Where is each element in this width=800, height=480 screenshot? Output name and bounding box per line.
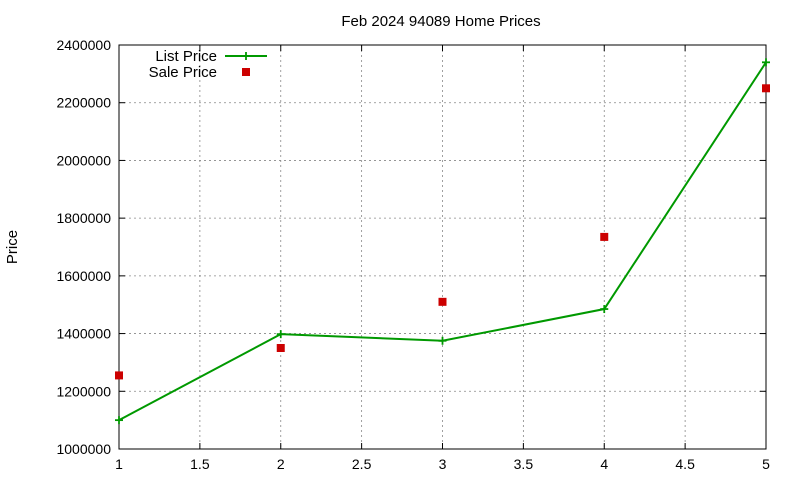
chart-title: Feb 2024 94089 Home Prices: [341, 13, 540, 30]
y-axis-title: Price: [4, 230, 21, 264]
legend-label-list-price: List Price: [155, 48, 217, 65]
y-tick-label: 2200000: [56, 95, 111, 111]
y-tick-label: 2000000: [56, 152, 111, 168]
axis-ticks: [118, 44, 767, 450]
sale-price-point: [276, 344, 285, 352]
list-price-point: [762, 58, 770, 67]
x-tick-label: 4.5: [675, 456, 695, 472]
grid-lines: [119, 45, 766, 449]
list-price-point: [600, 305, 609, 314]
list-price-point: [438, 336, 447, 345]
y-tick-label: 1000000: [56, 441, 111, 457]
sale-price-point: [600, 232, 609, 241]
y-tick-label: 1600000: [56, 268, 111, 284]
x-tick-label: 2.5: [352, 456, 372, 472]
legend-marker-list-price: [242, 52, 250, 60]
sale-price-series: [115, 84, 770, 380]
x-tick-label: 5: [762, 456, 770, 472]
x-tick-label: 3: [439, 456, 447, 472]
y-tick-label: 1800000: [56, 210, 111, 226]
y-tick-label: 2400000: [56, 37, 111, 53]
data-series: [115, 58, 770, 425]
axis-tick-labels: 1 1.5 2 2.5 3 3.5 4 4.5 5 1000000 1200000 1400000 16…: [56, 37, 770, 472]
x-tick-label: 2: [277, 456, 285, 472]
x-tick-label: 3.5: [514, 456, 534, 472]
sale-price-point: [762, 84, 770, 93]
list-price-point: [276, 330, 285, 339]
x-tick-label: 4: [600, 456, 608, 472]
x-tick-label: 1: [115, 456, 123, 472]
list-price-series: [115, 58, 770, 425]
list-price-point: [115, 416, 123, 425]
sale-price-point: [438, 297, 447, 306]
legend-label-sale-price: Sale Price: [149, 64, 217, 81]
y-tick-label: 1400000: [56, 326, 111, 342]
sale-price-point: [115, 371, 123, 380]
legend-marker-sale-price: [242, 68, 250, 76]
x-tick-label: 1.5: [190, 456, 210, 472]
y-tick-label: 1200000: [56, 383, 111, 399]
